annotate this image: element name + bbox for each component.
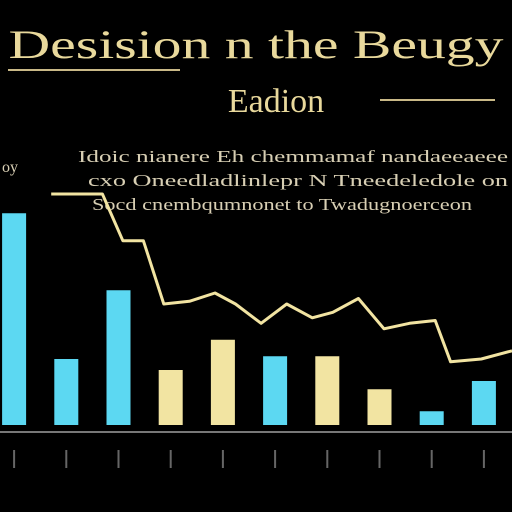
annotation: Socd cnembqumnonet to Twadugnoerceon — [92, 195, 473, 214]
bar — [158, 370, 183, 425]
bar — [419, 411, 444, 425]
bar — [2, 213, 27, 425]
y-axis-label: oy — [2, 159, 18, 176]
annotation: cxo Oneedladlinlepr N Tneedeledole on — [88, 171, 509, 190]
annotation: Idoic nianere Eh chemmamaf nandaeeaeee — [78, 147, 508, 166]
bar — [263, 356, 288, 425]
bar — [54, 359, 79, 425]
line — [51, 192, 512, 364]
chart-subtitle: Eadion — [228, 83, 324, 120]
chart-title: Desision n the Beugy — [9, 22, 504, 67]
bar — [367, 389, 392, 425]
bar — [210, 339, 235, 425]
bar — [471, 381, 496, 425]
bar — [106, 290, 131, 425]
bar — [315, 356, 340, 425]
